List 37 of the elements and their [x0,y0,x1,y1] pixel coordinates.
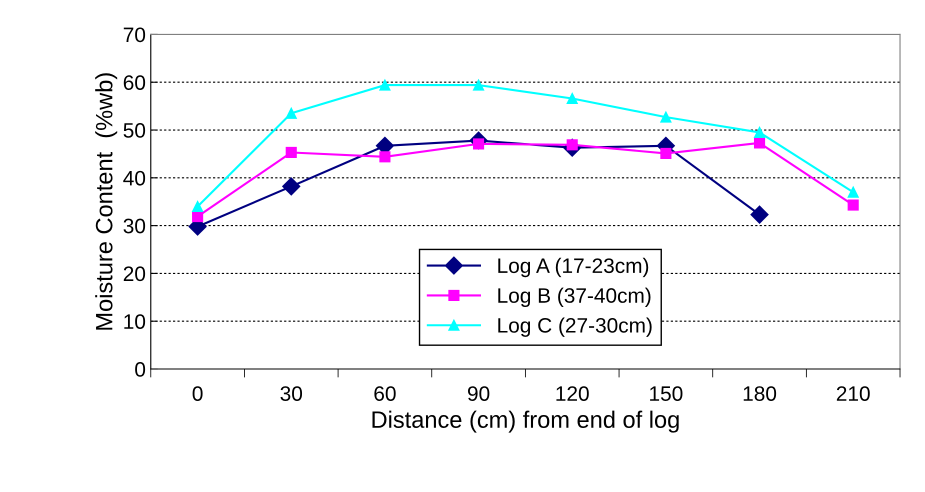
y-tick-label: 10 [124,314,146,329]
y-tick-label: 20 [124,266,146,282]
point [286,146,297,158]
legend-label: Log A (17-23cm) [498,258,648,278]
point [754,126,766,138]
x-tick-label: 150 [650,386,682,401]
x-tick-label: 30 [280,386,302,401]
x-tick-label: 210 [836,386,870,401]
point [473,80,484,91]
legend-label: Log C (27-30cm) [498,317,652,337]
point [379,151,390,162]
y-axis-title: Moisture Content (%wb) [95,73,118,330]
y-tick-label: 70 [124,27,146,42]
point [660,112,672,123]
point [192,210,204,222]
x-tick-label: 60 [374,386,396,401]
point [750,206,769,224]
point [566,92,578,104]
y-tick-label: 0 [135,362,146,377]
x-tick-label: 180 [744,386,776,401]
point [848,186,859,198]
point [286,108,297,119]
legend-label: Log B (37-40cm) [498,288,650,308]
point [379,80,390,91]
point [282,177,300,196]
point [660,148,672,160]
y-tick-label: 60 [124,75,146,90]
x-tick-label: 90 [468,386,490,401]
point [192,200,204,212]
x-tick-label: 0 [192,386,203,401]
point [848,200,859,211]
x-tick-label: 120 [556,386,589,401]
y-tick-label: 40 [123,170,146,186]
point [754,137,766,148]
y-tick-label: 30 [124,218,146,234]
y-tick-label: 50 [124,123,146,138]
x-axis-title: Distance (cm) from end of log [372,410,679,433]
